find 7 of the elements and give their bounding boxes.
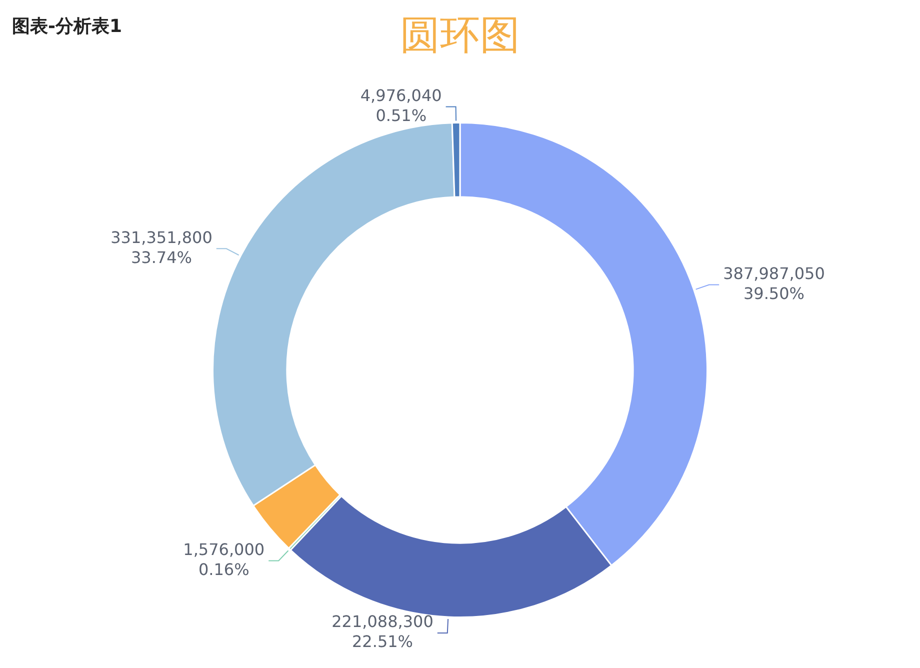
data-label: 221,088,300 22.51%	[332, 612, 434, 652]
data-label: 4,976,040 0.51%	[360, 86, 442, 125]
data-label: 1,576,000 0.16%	[183, 540, 265, 579]
data-label: 387,987,050 39.50%	[723, 264, 825, 303]
data-label: 331,351,800 33.74%	[110, 228, 212, 267]
text: 图表-分析表1	[12, 15, 122, 38]
chart-title: 圆环图	[400, 12, 520, 58]
